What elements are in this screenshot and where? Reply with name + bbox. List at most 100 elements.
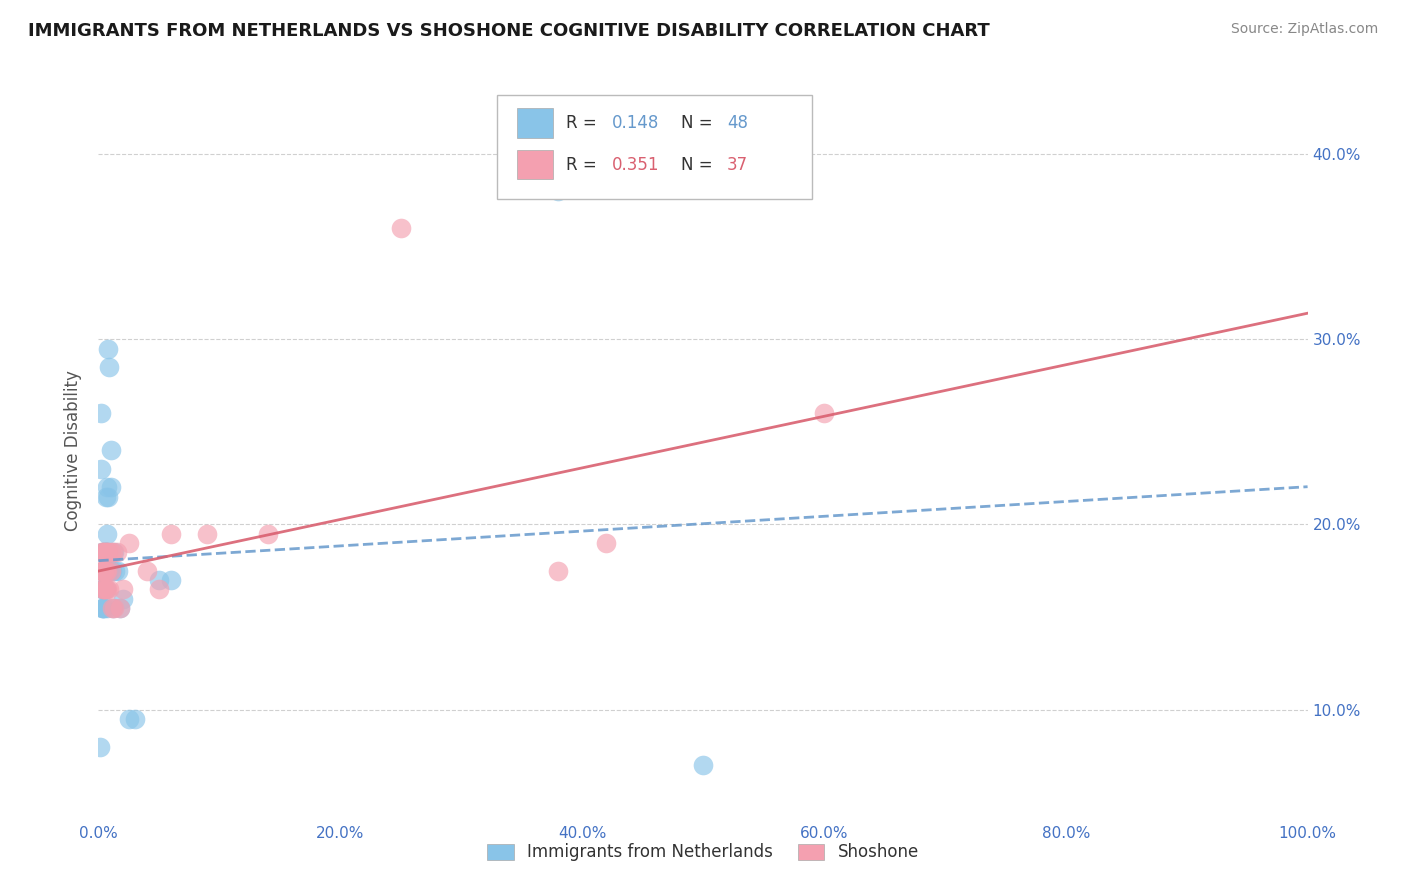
Point <box>100 443 122 458</box>
Point <box>111 591 134 606</box>
Point <box>97 564 120 578</box>
Text: IMMIGRANTS FROM NETHERLANDS VS SHOSHONE COGNITIVE DISABILITY CORRELATION CHART: IMMIGRANTS FROM NETHERLANDS VS SHOSHONE … <box>28 22 990 40</box>
Point <box>94 564 117 578</box>
Point <box>93 564 115 578</box>
Point <box>98 564 121 578</box>
Text: R =: R = <box>567 156 602 174</box>
Point <box>90 462 112 476</box>
Point <box>91 582 114 597</box>
Point <box>256 526 278 541</box>
Point <box>91 545 114 559</box>
Point <box>160 573 183 587</box>
Y-axis label: Cognitive Disability: Cognitive Disability <box>65 370 83 531</box>
Point <box>195 526 218 541</box>
Point <box>93 564 115 578</box>
Point <box>105 545 128 559</box>
Point <box>108 600 131 615</box>
Point <box>118 536 141 550</box>
Point <box>94 545 117 559</box>
Point <box>100 545 122 559</box>
Point <box>547 184 569 198</box>
Point <box>108 600 131 615</box>
Point <box>93 582 115 597</box>
Point <box>91 564 114 578</box>
Point <box>91 564 114 578</box>
Point <box>96 545 118 559</box>
Point <box>103 545 125 559</box>
Point <box>91 564 114 578</box>
Point <box>94 582 117 597</box>
Point <box>389 221 412 235</box>
Point <box>547 564 569 578</box>
Point <box>89 739 111 754</box>
FancyBboxPatch shape <box>498 95 811 199</box>
Point <box>100 600 122 615</box>
Point <box>101 600 124 615</box>
Text: R =: R = <box>567 114 602 132</box>
Point <box>107 564 129 578</box>
FancyBboxPatch shape <box>517 109 553 138</box>
Point <box>118 712 141 726</box>
FancyBboxPatch shape <box>517 150 553 179</box>
Point <box>93 545 115 559</box>
Point <box>91 564 114 578</box>
Text: 37: 37 <box>727 156 748 174</box>
Point <box>111 582 134 597</box>
Point <box>595 536 617 550</box>
Point <box>93 600 115 615</box>
Text: 0.148: 0.148 <box>613 114 659 132</box>
Legend: Immigrants from Netherlands, Shoshone: Immigrants from Netherlands, Shoshone <box>481 837 925 868</box>
Point <box>91 545 114 559</box>
Point <box>93 582 115 597</box>
Point <box>91 582 114 597</box>
Point <box>94 582 117 597</box>
Point <box>101 545 124 559</box>
Point <box>91 600 114 615</box>
Point <box>94 490 117 504</box>
Point <box>96 480 118 494</box>
Point <box>90 407 112 421</box>
Point <box>94 545 117 559</box>
Point <box>98 582 121 597</box>
Point <box>124 712 146 726</box>
Point <box>90 564 112 578</box>
Point <box>93 564 115 578</box>
Point <box>148 573 170 587</box>
Text: 0.351: 0.351 <box>613 156 659 174</box>
Point <box>96 545 118 559</box>
Text: N =: N = <box>682 156 718 174</box>
Point <box>96 600 118 615</box>
Point <box>98 360 121 375</box>
Point <box>93 582 115 597</box>
Point <box>93 582 115 597</box>
Point <box>91 600 114 615</box>
Point <box>148 582 170 597</box>
Point <box>96 582 118 597</box>
Point <box>813 407 835 421</box>
Point <box>160 526 183 541</box>
Point <box>100 564 122 578</box>
Point <box>96 564 118 578</box>
Point <box>100 564 122 578</box>
Text: Source: ZipAtlas.com: Source: ZipAtlas.com <box>1230 22 1378 37</box>
Point <box>100 480 122 494</box>
Text: N =: N = <box>682 114 718 132</box>
Point <box>93 545 115 559</box>
Point <box>94 564 117 578</box>
Point <box>97 545 120 559</box>
Point <box>91 600 114 615</box>
Point <box>135 564 157 578</box>
Point <box>97 490 120 504</box>
Point <box>91 582 114 597</box>
Point <box>692 758 714 772</box>
Point <box>93 564 115 578</box>
Point <box>97 342 120 356</box>
Point <box>96 564 118 578</box>
Point <box>94 545 117 559</box>
Point <box>91 545 114 559</box>
Point <box>103 600 125 615</box>
Point <box>94 564 117 578</box>
Point <box>96 526 118 541</box>
Point <box>104 564 127 578</box>
Text: 48: 48 <box>727 114 748 132</box>
